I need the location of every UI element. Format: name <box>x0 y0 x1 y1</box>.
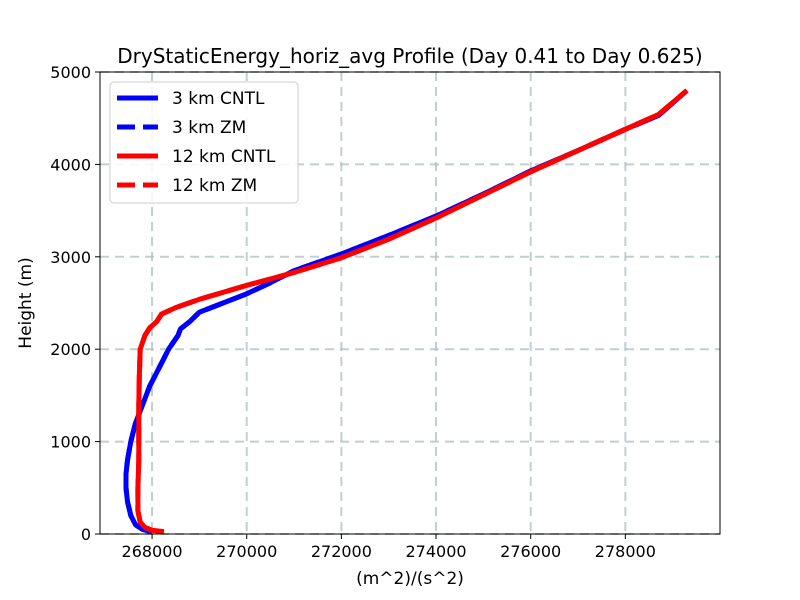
y-tick-label: 0 <box>81 525 91 544</box>
chart-title: DryStaticEnergy_horiz_avg Profile (Day 0… <box>117 44 702 68</box>
plot-frame <box>99 71 721 535</box>
legend-label: 12 km CNTL <box>172 147 276 167</box>
y-tick-label: 5000 <box>50 63 91 82</box>
y-tick-label: 3000 <box>50 248 91 267</box>
x-tick-label: 270000 <box>216 542 277 561</box>
x-tick-label: 274000 <box>405 542 466 561</box>
legend: 3 km CNTL 3 km ZM 12 km CNTL 12 km ZM <box>109 81 299 204</box>
series-layer <box>123 88 689 535</box>
x-tick-label: 268000 <box>122 542 183 561</box>
y-axis-label: Height (m) <box>16 257 36 348</box>
y-tick-label: 4000 <box>50 155 91 174</box>
legend-label: 12 km ZM <box>172 176 257 196</box>
y-tick-label: 2000 <box>50 340 91 359</box>
y-tick-label: 1000 <box>50 433 91 452</box>
x-axis-label: (m^2)/(s^2) <box>356 569 464 589</box>
x-tick-label: 272000 <box>311 542 372 561</box>
legend-box <box>109 81 299 204</box>
x-tick-label: 278000 <box>595 542 656 561</box>
legend-label: 3 km CNTL <box>172 89 265 109</box>
legend-label: 3 km ZM <box>172 118 246 138</box>
ticks: 268000 270000 272000 274000 276000 278000 0 100… <box>50 63 656 561</box>
x-tick-label: 276000 <box>500 542 561 561</box>
series-line-3 <box>135 88 689 535</box>
